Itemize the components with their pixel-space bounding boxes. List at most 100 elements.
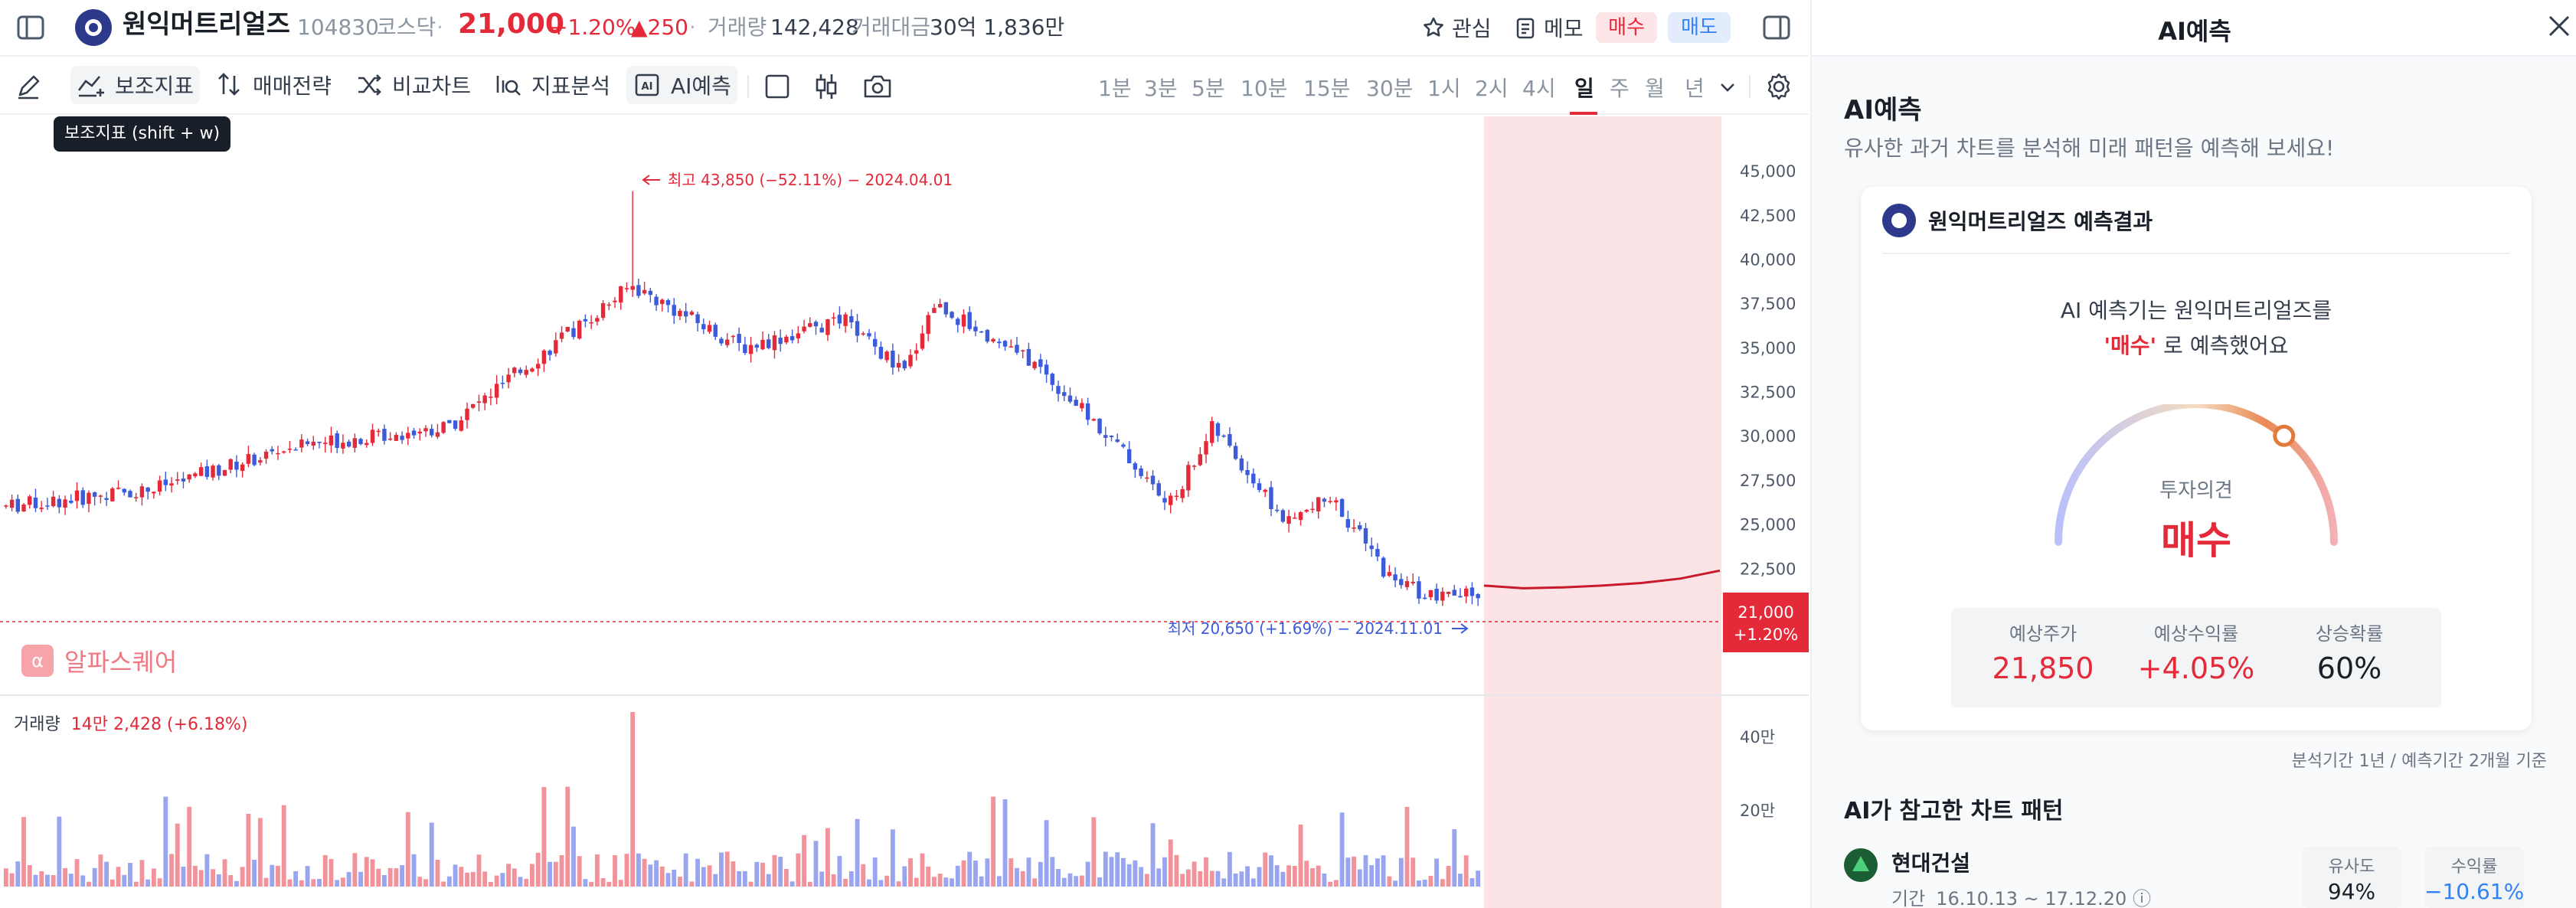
period-tab[interactable]: 4시 bbox=[1522, 76, 1556, 101]
indicator-analysis-button[interactable]: 지표분석 bbox=[487, 66, 616, 104]
volume-bar bbox=[902, 866, 907, 887]
volume-bar bbox=[789, 881, 795, 887]
candle-body bbox=[329, 435, 334, 446]
candle-body bbox=[116, 488, 121, 489]
period-tab[interactable]: 2시 bbox=[1475, 76, 1509, 101]
volume-bar bbox=[630, 712, 636, 887]
volume-bar bbox=[21, 817, 26, 887]
candle-body bbox=[1156, 483, 1161, 496]
period-tab[interactable]: 월 bbox=[1645, 76, 1665, 101]
candle-body bbox=[1133, 463, 1138, 470]
candle-body bbox=[613, 300, 617, 302]
volume-bar bbox=[1239, 871, 1244, 887]
candle-body bbox=[665, 300, 671, 305]
candle-body bbox=[891, 350, 895, 368]
period-tab[interactable]: 3분 bbox=[1144, 76, 1178, 101]
chart-canvas[interactable]: 45,000 42,500 40,000 37,500 35,000 32,500 30,0… bbox=[0, 116, 1809, 908]
panel-toggle-icon[interactable] bbox=[1761, 12, 1792, 43]
candle-body bbox=[1404, 581, 1410, 587]
sell-button[interactable]: 매도 bbox=[1668, 12, 1731, 43]
candle-body bbox=[246, 454, 251, 464]
period-tab[interactable]: 년 bbox=[1685, 76, 1705, 101]
period-tab[interactable]: 1분 bbox=[1098, 76, 1132, 101]
sidebar-toggle-icon[interactable] bbox=[15, 12, 46, 43]
period-tab[interactable]: 15분 bbox=[1303, 76, 1351, 101]
stock-name: 원익머트리얼즈 bbox=[123, 9, 290, 40]
volume-bar bbox=[600, 878, 606, 887]
square-layout-icon[interactable] bbox=[764, 73, 790, 100]
volume-bar bbox=[1139, 867, 1144, 887]
candle-body bbox=[802, 326, 806, 332]
candle-body bbox=[1375, 549, 1380, 557]
camera-icon[interactable] bbox=[862, 72, 893, 101]
volume-bar bbox=[198, 870, 204, 887]
price-axis-tick: 40,000 bbox=[1740, 250, 1796, 269]
candle-body bbox=[1393, 574, 1398, 581]
volume-bar bbox=[778, 857, 783, 887]
candle-body bbox=[169, 483, 174, 486]
high-label: 최고 43,850 (−52.11%) − 2024.04.01 bbox=[668, 171, 953, 189]
volume-bar bbox=[1286, 865, 1292, 887]
volume-bar bbox=[1233, 873, 1238, 887]
buy-button[interactable]: 매수 bbox=[1596, 12, 1657, 43]
period-tab[interactable]: 1시 bbox=[1427, 76, 1461, 101]
stock-code: 104830 bbox=[297, 15, 379, 40]
opinion-gauge bbox=[2055, 404, 2338, 546]
memo-button[interactable]: 메모 bbox=[1513, 12, 1584, 43]
candle-body bbox=[1476, 593, 1480, 599]
candle-body bbox=[943, 302, 949, 315]
volume-bar bbox=[169, 854, 174, 887]
gear-icon[interactable] bbox=[1764, 72, 1793, 101]
chevron-down-icon[interactable] bbox=[1718, 78, 1737, 96]
candle-body bbox=[234, 462, 239, 470]
period-tab[interactable]: 10분 bbox=[1241, 76, 1288, 101]
pattern-stock-name[interactable]: 현대건설 bbox=[1891, 851, 1971, 876]
price-axis-tick: 27,500 bbox=[1740, 472, 1796, 490]
volume-bar bbox=[1079, 875, 1084, 887]
volume-bar bbox=[1074, 876, 1079, 887]
favorite-button[interactable]: 관심 bbox=[1421, 12, 1492, 43]
analysis-note: 분석기간 1년 / 예측기간 2개월 기준 bbox=[2291, 752, 2548, 771]
price-chart[interactable]: 45,000 42,500 40,000 37,500 35,000 32,500 30,0… bbox=[0, 116, 1809, 908]
volume-bar bbox=[613, 855, 617, 887]
info-icon[interactable]: ⓘ bbox=[2132, 888, 2151, 908]
volume-bar bbox=[583, 879, 588, 887]
volume-bar bbox=[1298, 824, 1303, 887]
compare-chart-button[interactable]: 비교차트 bbox=[349, 66, 477, 104]
volume-legend-value: 14만 2,428 (+6.18%) bbox=[70, 715, 248, 734]
prediction-result-card: 원익머트리얼즈 예측결과 AI 예측기는 원익머트리얼즈를 '매수' 로 예측했… bbox=[1861, 187, 2532, 730]
period-tab[interactable]: 일 bbox=[1574, 76, 1594, 101]
volume-bar bbox=[1345, 857, 1351, 887]
volume-bar bbox=[98, 854, 103, 887]
volume-bar bbox=[1458, 874, 1463, 887]
period-tab[interactable]: 5분 bbox=[1192, 76, 1225, 101]
volume-bar bbox=[1026, 857, 1031, 887]
candle-body bbox=[695, 314, 700, 324]
stock-logo bbox=[1882, 204, 1916, 237]
stat-label: 상승확률 bbox=[2315, 623, 2384, 645]
candlestick-icon[interactable] bbox=[813, 72, 839, 101]
volume-bar bbox=[387, 867, 393, 887]
period-tab[interactable]: 주 bbox=[1610, 76, 1630, 101]
volume-bar bbox=[187, 806, 192, 887]
ai-predict-button[interactable]: AI AI예측 bbox=[626, 66, 737, 104]
volume-bar bbox=[695, 858, 701, 887]
trading-strategy-button[interactable]: 매매전략 bbox=[210, 66, 338, 104]
pattern-period-value: 16.10.13 ~ 17.12.20 bbox=[1936, 888, 2127, 908]
candle-body bbox=[311, 441, 316, 446]
prediction-message-rest: 로 예측했어요 bbox=[2156, 333, 2289, 358]
indicator-button[interactable]: 보조지표 bbox=[70, 66, 201, 104]
volume-bar bbox=[494, 875, 499, 887]
volume-bar bbox=[819, 871, 825, 887]
volume-bar bbox=[973, 861, 978, 887]
volume-bar bbox=[872, 857, 878, 887]
candle-body bbox=[1239, 458, 1244, 471]
draw-pencil-icon[interactable] bbox=[14, 72, 43, 101]
period-tab[interactable]: 30분 bbox=[1366, 76, 1414, 101]
volume-bar bbox=[1369, 865, 1375, 887]
volume-bar bbox=[104, 861, 110, 887]
price-axis-tick: 22,500 bbox=[1740, 560, 1796, 578]
close-icon[interactable] bbox=[2544, 11, 2574, 41]
candle-body bbox=[441, 422, 446, 433]
candle-body bbox=[796, 333, 801, 338]
